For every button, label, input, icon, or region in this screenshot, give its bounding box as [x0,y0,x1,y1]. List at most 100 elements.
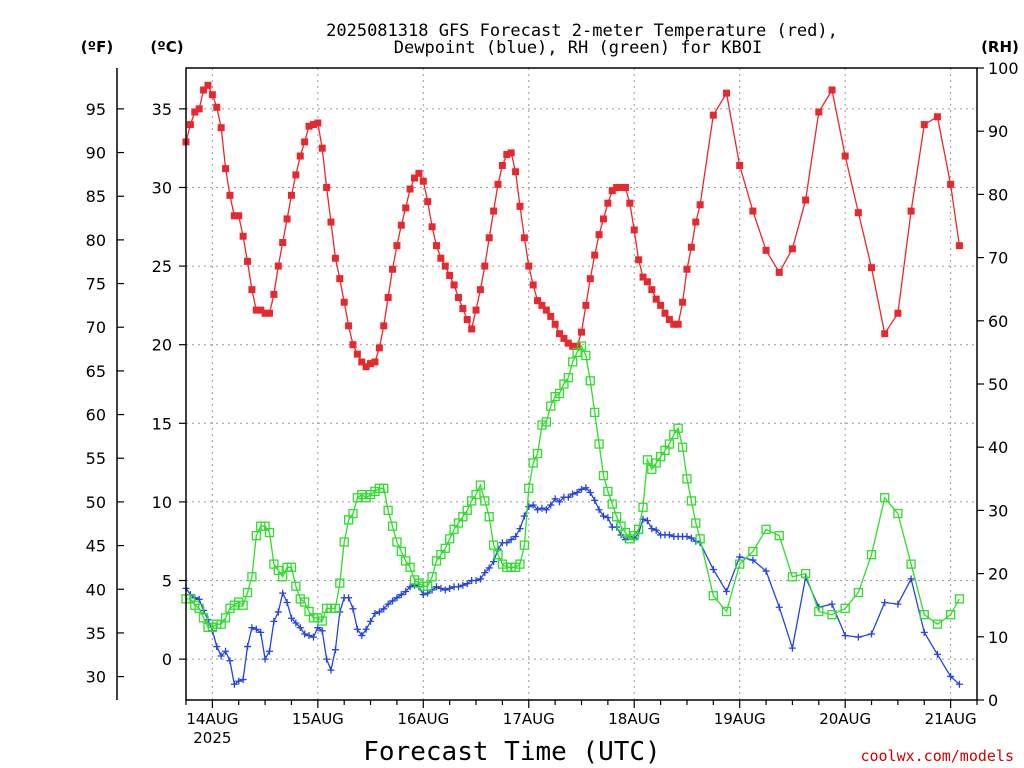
temperature-point [494,180,502,188]
rh-point [220,613,231,623]
temperature-point [367,360,375,368]
chart-title-line1: 2025081318 GFS Forecast 2-meter Temperat… [326,21,838,41]
temperature-point [674,320,682,328]
rh-point [677,442,688,452]
dewpoint-point [894,600,902,608]
temperature-point [432,242,440,250]
fahrenheit-tick-label: 95 [86,100,106,119]
temperature-point [441,262,449,270]
temperature-point [696,201,704,209]
temperature-point [933,113,941,121]
rh-tick-label: 40 [988,438,1008,457]
x-tick-label: 19AUG [714,710,766,728]
rh-point [532,448,543,459]
temperature-point [529,281,537,289]
temperature-point [503,150,511,158]
dewpoint-point [323,655,331,663]
x-tick-label: 21AUG [925,710,977,728]
dewpoint-point [512,532,520,540]
temperature-point [709,111,717,119]
celsius-tick-label: 5 [162,572,172,591]
dewpoint-point [384,600,392,608]
temperature-point [217,124,225,132]
dewpoint-point [534,506,542,514]
rh-point [568,357,578,367]
temperature-point [424,198,432,206]
temperature-point [314,119,322,127]
temperature-point [802,196,810,204]
fahrenheit-tick-label: 55 [86,449,106,468]
dewpoint-point [389,597,397,605]
rh-point [335,578,345,588]
rh-point [691,518,701,528]
x-axis-title: Forecast Time (UTC) [363,737,660,767]
temperature-point [815,108,823,116]
rh-point [396,546,406,557]
dewpoint-point [551,495,559,503]
dewpoint-point [252,625,260,633]
dewpoint-point [683,532,691,540]
dewpoint-point [485,564,493,572]
temperature-point [331,254,339,262]
rh-point [633,524,644,535]
rh-point [603,486,613,497]
temperature-point [586,275,594,283]
temperature-point [340,298,348,306]
celsius-tick-label: 20 [152,336,172,355]
dewpoint-point [788,644,796,652]
rh-tick-label: 100 [988,59,1019,78]
temperature-point [270,290,278,298]
dewpoint-point [279,589,287,597]
rh-point [423,581,433,591]
dewpoint-point [595,506,603,514]
temperature-point [393,242,401,250]
temperature-point [683,265,691,273]
dewpoint-point [490,558,498,566]
temperature-point [525,262,533,270]
rh-point [686,496,697,506]
dewpoint-point [345,594,353,602]
temperature-point [608,187,616,195]
dewpoint-point [652,526,660,534]
dewpoint-point [239,676,247,684]
dewpoint-point [274,608,282,616]
temperature-point [397,221,405,229]
dewpoint-point [881,599,889,607]
dewpoint-point [841,632,849,640]
dewpoint-point [749,556,757,564]
temperature-point [327,218,335,226]
celsius-tick-label: 0 [162,650,172,669]
x-tick-label: 15AUG [292,710,344,728]
temperature-point [788,245,796,253]
rh-point [827,610,837,620]
temperature-point [481,262,489,270]
rh-point [264,527,275,538]
dewpoint-point [591,496,599,504]
temperature-point [195,105,203,113]
temperature-point [665,316,673,324]
rh-point [475,480,486,490]
rh-point [866,549,877,560]
dewpoint-point [362,625,370,633]
rh-point [488,540,499,550]
dewpoint-point [709,566,717,574]
rh-point [541,417,551,427]
dewpoint-point [542,506,550,514]
dewpoint-point [446,584,454,592]
fahrenheit-tick-label: 70 [86,318,106,337]
rh-point [673,423,683,433]
x-tick-label: 18AUG [608,710,660,728]
dewpoint-point [503,539,511,547]
rh-point [840,603,850,614]
temperature-point [520,234,528,242]
dewpoint-point [371,610,379,618]
rh-point [462,505,472,516]
temperature-point [235,212,243,220]
rh-tick-label: 70 [988,249,1008,268]
rh-point [493,549,503,560]
temperature-point [380,322,388,330]
dewpoint-point [472,577,480,585]
rh-point [387,521,398,531]
temperature-point [595,231,603,239]
rh-tick-label: 80 [988,185,1008,204]
